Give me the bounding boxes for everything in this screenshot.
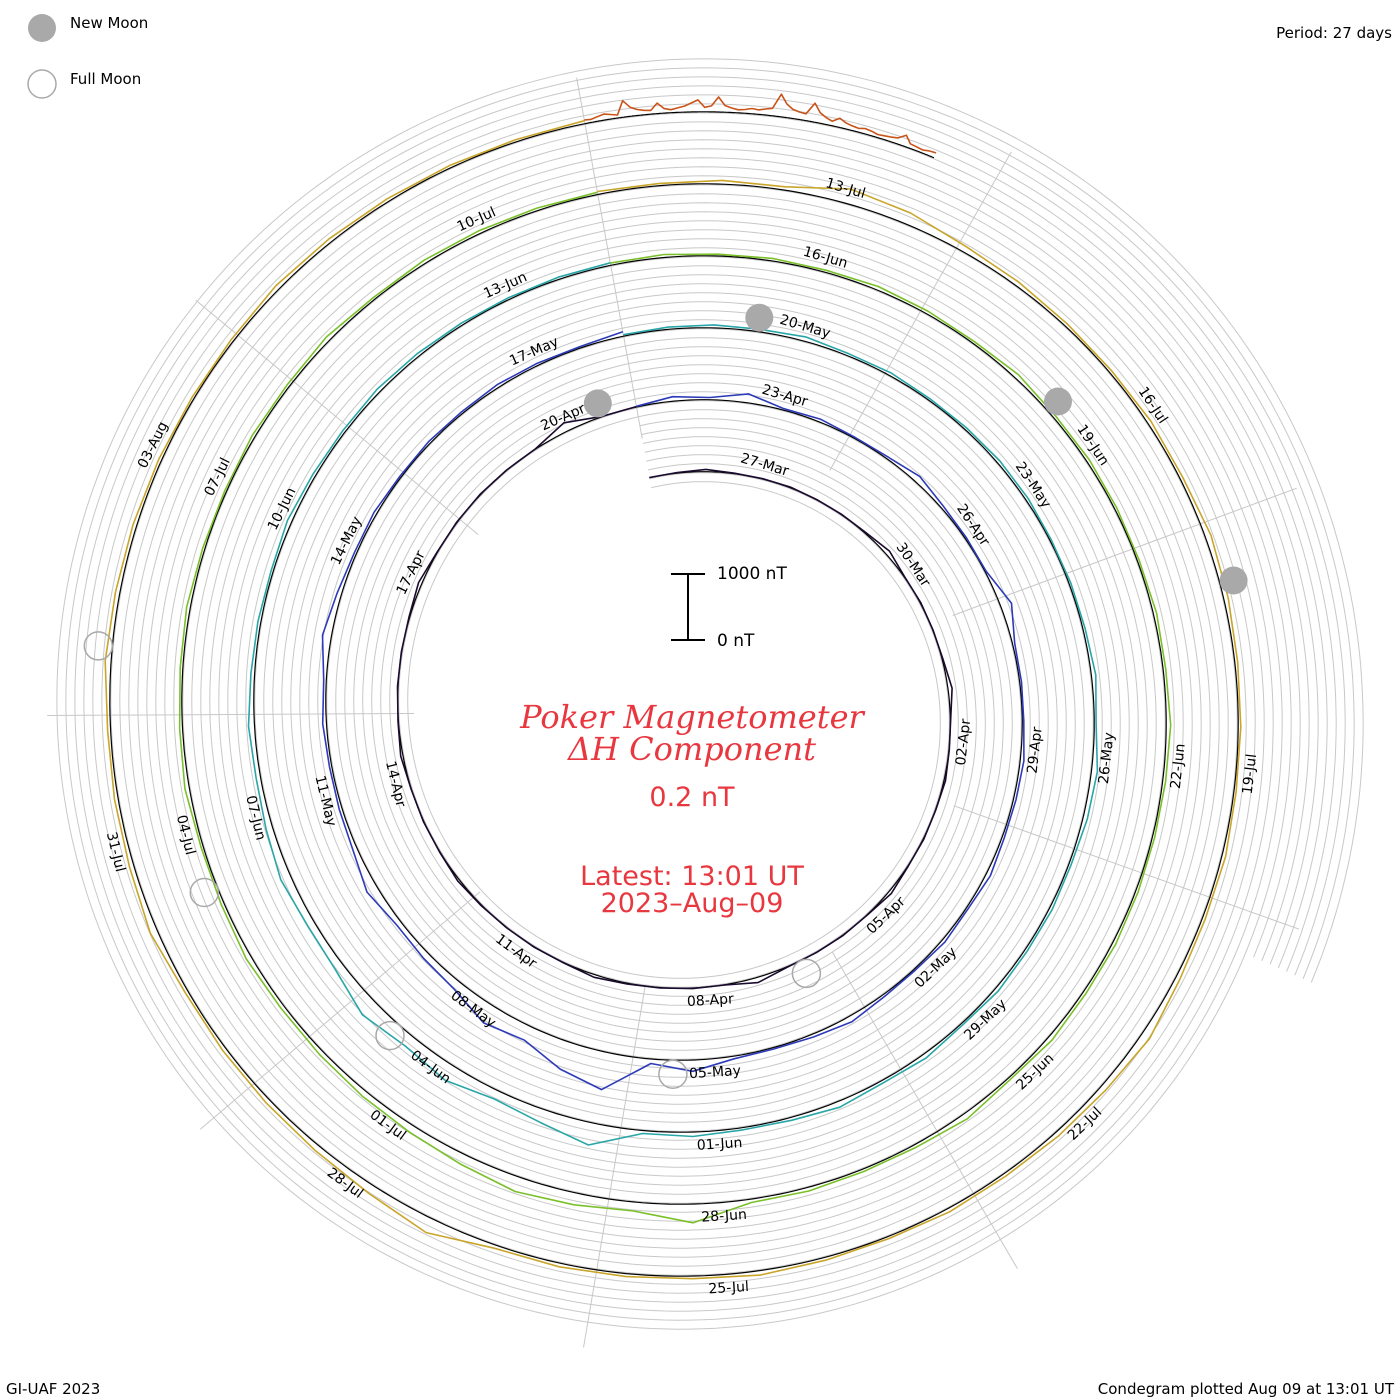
baseline-ring — [584, 111, 935, 159]
moon-markers — [83, 303, 1248, 1089]
date-label: 28-Jun — [701, 1207, 747, 1226]
data-series-line — [247, 262, 1099, 1146]
date-label: 28-Jul — [324, 1165, 366, 1202]
baseline-ring — [253, 264, 1095, 1133]
data-series-line — [321, 330, 1025, 1091]
footer-credit: GI-UAF 2023 — [6, 1380, 100, 1398]
title-line-1: Poker Magnetometer — [519, 698, 865, 736]
full-moon-marker — [189, 877, 220, 908]
date-label: 13-Jul — [824, 175, 867, 202]
new-moon-icon — [28, 14, 56, 42]
new-moon-marker — [583, 389, 612, 418]
full-moon-label: Full Moon — [70, 70, 141, 88]
radial-spoke — [583, 985, 646, 1348]
baseline-ring — [109, 123, 1239, 1277]
grid-spiral-line — [74, 76, 1346, 1312]
date-label: 16-Jul — [1135, 384, 1171, 427]
radial-spokes — [47, 77, 1300, 1348]
period-label: Period: 27 days — [1276, 24, 1392, 42]
latest-date: 2023–Aug–09 — [601, 888, 784, 919]
grid-spiral-line — [56, 58, 1364, 1330]
date-label: 26-May — [1096, 732, 1118, 785]
date-label: 29-Apr — [1025, 726, 1046, 775]
date-label: 22-Jun — [1168, 743, 1189, 790]
date-label: 31-Jul — [103, 830, 128, 873]
grid-spiral-line — [110, 112, 1310, 1276]
period-baselines — [109, 111, 1239, 1277]
radial-spoke — [199, 891, 481, 1130]
date-label: 02-Apr — [953, 718, 974, 767]
radial-spoke — [829, 151, 1012, 471]
moon-legend: New Moon Full Moon — [27, 14, 148, 99]
date-label: 05-May — [689, 1063, 742, 1082]
full-moon-marker — [791, 958, 822, 989]
date-label: 01-Jul — [367, 1107, 409, 1144]
date-label: 10-Jul — [455, 204, 499, 235]
title-line-2: ΔH Component — [566, 730, 816, 768]
date-label: 20-Apr — [538, 401, 587, 434]
grid-spiral-line — [92, 94, 1328, 1294]
grid-spiral-line — [119, 121, 1301, 1267]
scale-bottom-label: 0 nT — [717, 631, 755, 651]
new-moon-label: New Moon — [70, 14, 148, 32]
date-label: 07-Jul — [202, 455, 234, 498]
date-label: 19-Jun — [1073, 422, 1112, 469]
radial-spoke — [195, 299, 479, 535]
data-series-line — [104, 119, 1242, 1280]
center-title: Poker Magnetometer ΔH Component 0.2 nT L… — [519, 698, 865, 919]
new-moon-marker — [745, 303, 774, 332]
radial-spoke — [831, 951, 1018, 1269]
new-moon-marker — [1044, 387, 1072, 416]
title-value: 0.2 nT — [649, 782, 735, 813]
data-series-line — [584, 93, 937, 154]
data-series-line — [396, 405, 953, 990]
full-moon-marker — [375, 1020, 405, 1051]
radial-spoke — [576, 77, 643, 439]
date-label: 19-Jul — [1240, 753, 1260, 795]
baseline-ring — [397, 406, 951, 989]
spiral-grid — [56, 58, 1364, 1330]
scale-top-label: 1000 nT — [717, 564, 787, 584]
grid-spiral-line — [65, 67, 1355, 1321]
full-moon-marker — [658, 1059, 688, 1089]
radial-spoke — [952, 487, 1297, 616]
grid-spiral-line — [101, 103, 1319, 1285]
radial-spoke — [953, 805, 1300, 930]
scale-bar: 1000 nT 0 nT — [671, 564, 787, 651]
full-moon-icon — [27, 69, 57, 99]
date-label: 01-Jun — [696, 1135, 742, 1154]
baseline-ring — [325, 335, 1023, 1061]
footer-plot-time: Condegram plotted Aug 09 at 13:01 UT — [1098, 1380, 1395, 1398]
new-moon-marker — [1219, 566, 1248, 595]
latest-time: Latest: 13:01 UT — [580, 861, 804, 892]
date-label: 25-Jul — [708, 1279, 749, 1298]
grid-spiral-line — [83, 85, 1337, 1303]
date-label: 08-May — [448, 988, 499, 1032]
radial-spoke — [47, 713, 415, 716]
full-moon-marker — [83, 631, 114, 661]
date-label: 07-Jun — [242, 794, 268, 842]
date-label: 08-Apr — [687, 991, 735, 1010]
date-label: 13-Jun — [481, 269, 529, 302]
